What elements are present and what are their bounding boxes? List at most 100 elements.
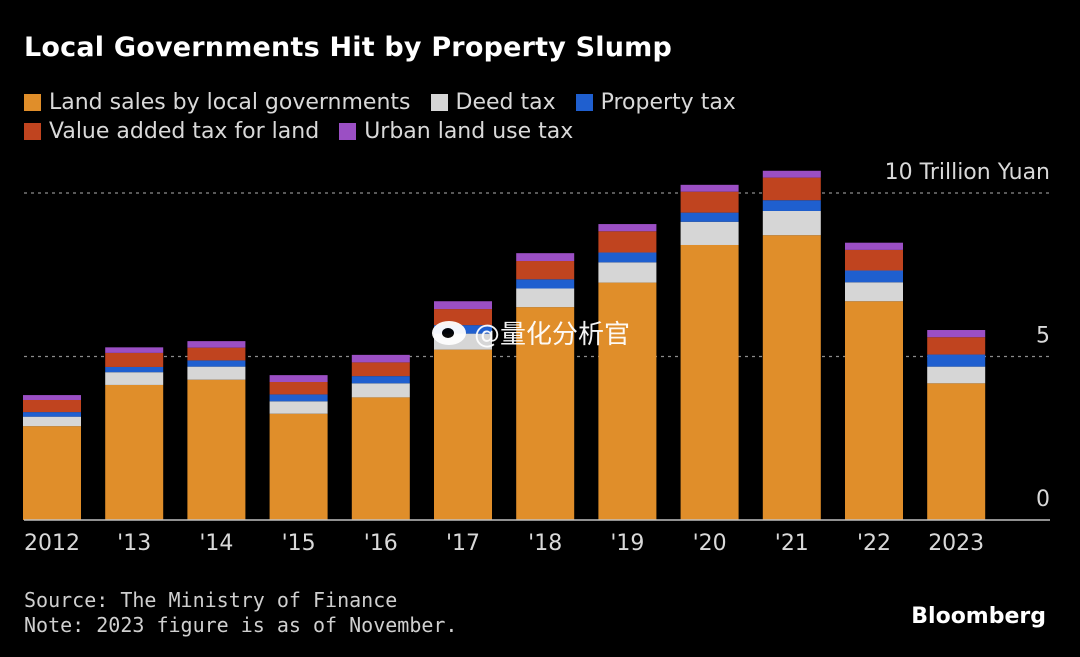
note-text: Note: 2023 figure is as of November. — [24, 613, 458, 637]
bar-segment — [680, 221, 739, 245]
x-tick-label: '21 — [775, 531, 809, 556]
bar-segment — [187, 379, 246, 520]
x-tick-label: 2023 — [928, 531, 984, 556]
bar-segment — [762, 200, 821, 211]
bar-segment — [516, 279, 575, 289]
bar-segment — [23, 395, 81, 400]
bar-segment — [598, 262, 657, 283]
y-tick-label: 10 Trillion Yuan — [885, 160, 1050, 185]
bar-segment — [23, 399, 81, 413]
bar-segment — [351, 362, 410, 377]
bar-segment — [927, 354, 986, 367]
bar-segment — [927, 337, 986, 355]
legend-swatch-urban-land-use — [339, 123, 357, 140]
legend-row-2: Value added tax for land Urban land use … — [24, 119, 593, 144]
legend-item-deed-tax: Deed tax — [430, 90, 556, 115]
x-tick-label: '18 — [528, 531, 562, 556]
bar-segment — [269, 413, 328, 520]
bar-segment — [845, 282, 903, 302]
bar-segment — [762, 170, 821, 178]
bar-segment — [845, 242, 903, 250]
bar-segment — [680, 184, 739, 192]
bar-segment — [680, 212, 739, 222]
legend-item-vat-land: Value added tax for land — [24, 119, 319, 144]
bar-segment — [516, 253, 575, 262]
bar-segment — [927, 330, 986, 338]
legend-label-deed-tax: Deed tax — [455, 90, 556, 115]
bar-segment — [762, 210, 821, 236]
bar-segment — [23, 426, 81, 520]
bar-segment — [762, 177, 821, 201]
bar-segment — [434, 301, 492, 310]
bar-segment — [105, 384, 164, 520]
bar-segment — [516, 307, 575, 520]
legend-swatch-property-tax — [575, 94, 593, 111]
x-tick-label: '13 — [117, 531, 151, 556]
bar-segment — [105, 366, 164, 373]
bar-segment — [598, 252, 657, 263]
legend-swatch-land-sales — [24, 94, 41, 111]
legend-item-urban-land-use: Urban land use tax — [339, 119, 573, 144]
bar-segment — [23, 412, 81, 417]
bar-segment — [187, 341, 246, 348]
bar-segment — [680, 191, 739, 213]
x-tick-label: '19 — [610, 531, 644, 556]
bar-segment — [516, 288, 575, 308]
bar-segment — [845, 249, 903, 271]
bar-segment — [269, 375, 328, 383]
legend-label-urban-land-use: Urban land use tax — [364, 119, 574, 144]
y-tick-labels: 10 Trillion Yuan 5 0 — [885, 160, 1050, 512]
bar-segment — [598, 231, 657, 253]
watermark-text: @量化分析官 — [474, 320, 631, 350]
legend-item-property-tax: Property tax — [575, 90, 736, 115]
bar-segment — [845, 270, 903, 283]
bar-segment — [434, 349, 492, 520]
bar-segment — [187, 366, 246, 380]
bar-segment — [269, 394, 328, 402]
bar-segment — [187, 360, 246, 367]
x-tick-label: '20 — [693, 531, 727, 556]
bar-segment — [927, 383, 986, 520]
bar-segment — [845, 301, 903, 520]
bar-segment — [105, 352, 164, 367]
bar-segment — [23, 416, 81, 427]
weibo-logo-icon — [432, 320, 466, 345]
x-tick-label: '14 — [199, 531, 233, 556]
bar-segment — [516, 261, 575, 280]
bar-segment — [680, 244, 739, 521]
chart-title: Local Governments Hit by Property Slump — [24, 32, 673, 63]
x-tick-label: '22 — [857, 531, 891, 556]
bar-segment — [187, 347, 246, 361]
source-text: Source: The Ministry of Finance — [24, 588, 398, 612]
bar-segment — [269, 382, 328, 395]
bar-stacks — [23, 170, 986, 521]
x-tick-label: '17 — [446, 531, 480, 556]
x-tick-label: '16 — [364, 531, 398, 556]
bar-segment — [105, 347, 164, 353]
y-tick-label: 5 — [1036, 324, 1050, 349]
bar-segment — [351, 354, 410, 363]
y-tick-label: 0 — [1036, 487, 1050, 512]
x-tick-label: '15 — [282, 531, 316, 556]
legend-label-land-sales: Land sales by local governments — [49, 90, 411, 115]
bar-segment — [762, 235, 821, 521]
legend-row-1: Land sales by local governments Deed tax… — [24, 90, 756, 115]
legend-label-vat-land: Value added tax for land — [49, 119, 320, 144]
legend-label-property-tax: Property tax — [600, 90, 736, 115]
x-axis: 2012 '13 '14 '15 '16 '17 '18 '19 '20 '21 '22 2023 — [24, 519, 1050, 556]
bar-segment — [105, 372, 164, 385]
bar-segment — [598, 282, 657, 520]
bar-segment — [351, 383, 410, 398]
bloomberg-logo: Bloomberg — [911, 604, 1046, 629]
bar-segment — [598, 224, 657, 232]
bar-segment — [351, 376, 410, 384]
x-tick-label: 2012 — [24, 531, 80, 556]
bar-segment — [927, 366, 986, 384]
legend-swatch-vat-land — [24, 123, 41, 140]
bar-segment — [269, 401, 328, 414]
bar-segment — [351, 397, 410, 520]
legend-swatch-deed-tax — [430, 94, 448, 111]
legend-item-land-sales: Land sales by local governments — [24, 90, 411, 115]
watermark: @量化分析官 — [432, 314, 630, 351]
